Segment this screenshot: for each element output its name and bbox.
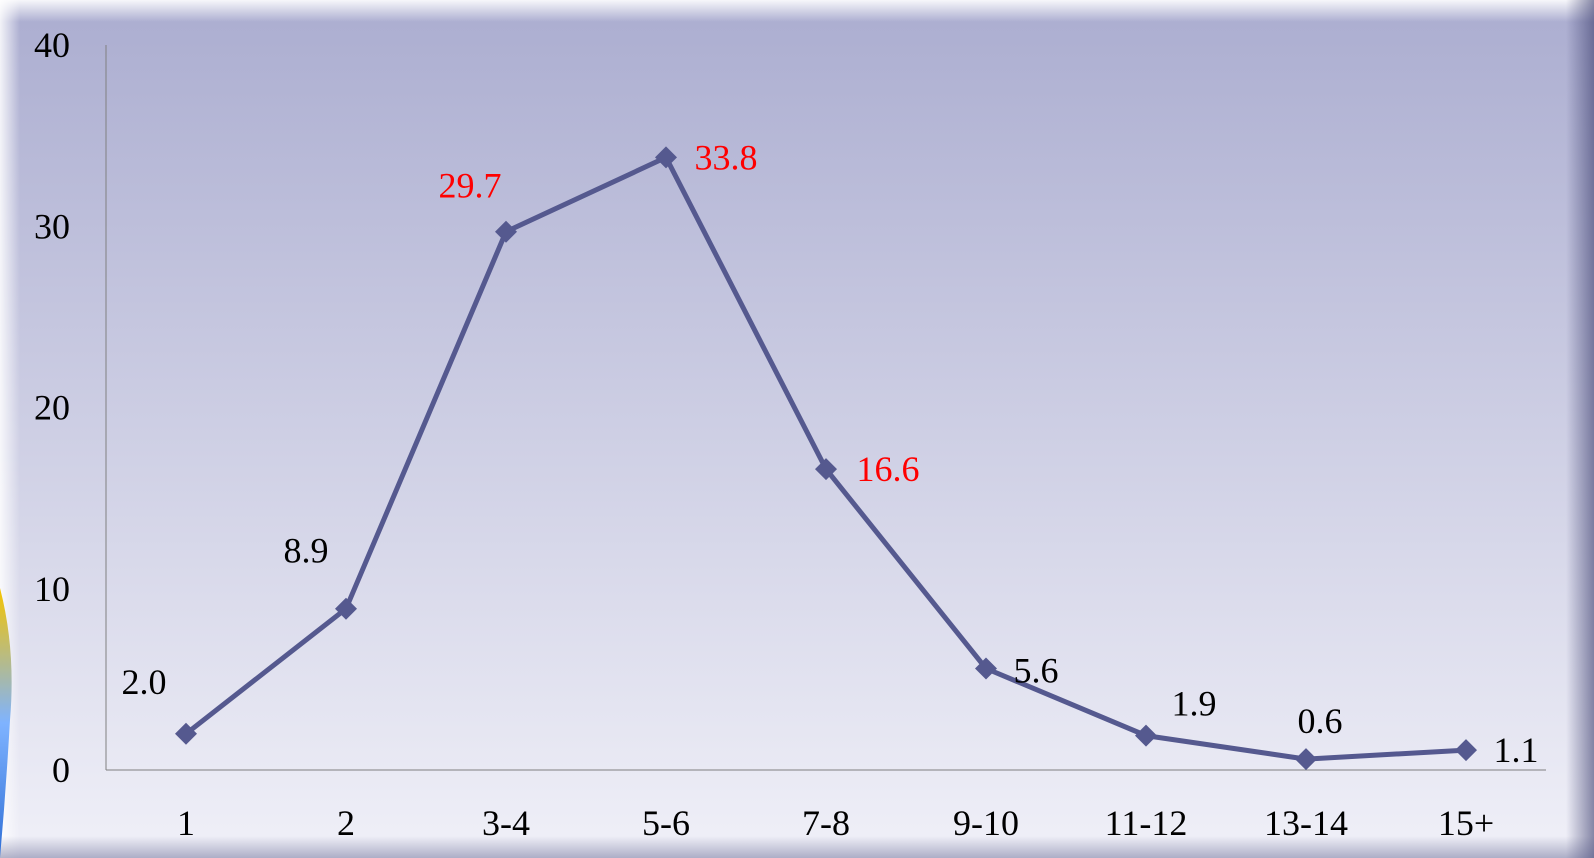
x-tick-label: 9-10 <box>953 803 1019 843</box>
data-label: 1.1 <box>1494 730 1539 770</box>
data-label: 8.9 <box>284 531 329 571</box>
x-tick-label: 13-14 <box>1264 803 1348 843</box>
y-tick-label: 10 <box>34 569 70 609</box>
x-tick-label: 5-6 <box>642 803 690 843</box>
x-tick-label: 1 <box>177 803 195 843</box>
data-point-marker <box>655 146 677 169</box>
data-label: 2.0 <box>122 662 167 702</box>
x-tick-label: 11-12 <box>1105 803 1188 843</box>
data-point-marker <box>335 597 357 620</box>
data-point-marker <box>1295 748 1317 771</box>
x-tick-label: 2 <box>337 803 355 843</box>
x-tick-labels: 1 2 3-4 5-6 7-8 9-10 11-12 13-14 15+ <box>177 803 1494 843</box>
x-tick-label: 15+ <box>1438 803 1494 843</box>
y-tick-labels: 0 10 20 30 40 <box>34 25 70 790</box>
x-tick-label: 3-4 <box>482 803 530 843</box>
data-point-marker <box>975 657 997 680</box>
data-point-marker <box>175 722 197 745</box>
left-accent-decoration <box>0 588 12 858</box>
data-label: 29.7 <box>439 166 502 206</box>
bevel-top <box>0 0 1594 22</box>
y-tick-label: 0 <box>52 750 70 790</box>
data-point-marker <box>1135 724 1157 747</box>
data-point-marker <box>1455 739 1477 762</box>
series-markers <box>175 146 1477 771</box>
data-labels: 2.0 8.9 29.7 33.8 16.6 5.6 1.9 0.6 1.1 <box>122 137 1539 770</box>
data-label: 5.6 <box>1014 651 1059 691</box>
y-tick-label: 20 <box>34 388 70 428</box>
data-label: 33.8 <box>695 137 758 177</box>
data-label: 1.9 <box>1172 684 1217 724</box>
y-tick-label: 30 <box>34 206 70 246</box>
bevel-right <box>1566 0 1594 858</box>
data-point-marker <box>815 458 837 481</box>
data-label: 0.6 <box>1298 701 1343 741</box>
data-label: 16.6 <box>857 449 920 489</box>
data-point-marker <box>495 220 517 243</box>
x-tick-label: 7-8 <box>802 803 850 843</box>
y-tick-label: 40 <box>34 25 70 65</box>
bevel-bottom <box>0 836 1594 858</box>
